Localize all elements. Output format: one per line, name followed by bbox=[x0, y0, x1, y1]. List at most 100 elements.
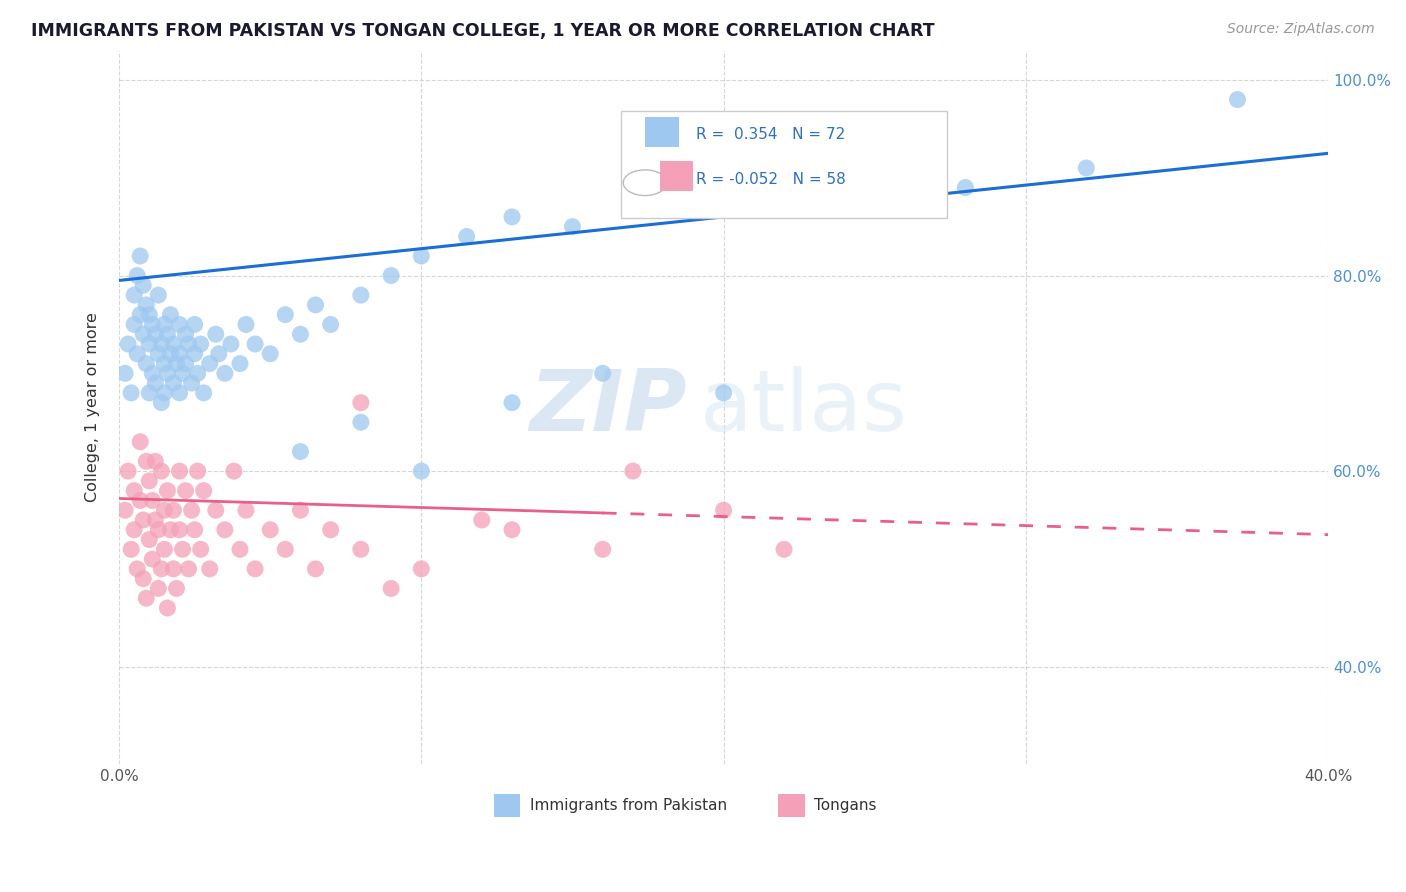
Point bbox=[169, 523, 191, 537]
Point bbox=[190, 337, 212, 351]
Point bbox=[219, 337, 242, 351]
Point bbox=[380, 268, 402, 283]
Point bbox=[501, 523, 523, 537]
Point bbox=[148, 523, 170, 537]
Point bbox=[169, 464, 191, 478]
Point bbox=[214, 523, 236, 537]
Point bbox=[183, 318, 205, 332]
Point bbox=[143, 454, 166, 468]
Point bbox=[132, 327, 155, 342]
Point bbox=[319, 318, 342, 332]
Point bbox=[153, 385, 176, 400]
Point bbox=[138, 533, 160, 547]
Point bbox=[143, 327, 166, 342]
Point bbox=[183, 523, 205, 537]
Point bbox=[132, 513, 155, 527]
Point bbox=[834, 170, 856, 185]
Point bbox=[135, 591, 157, 606]
Point bbox=[501, 395, 523, 409]
Point bbox=[350, 288, 373, 302]
Point bbox=[114, 503, 136, 517]
Point bbox=[166, 357, 188, 371]
Point bbox=[380, 582, 402, 596]
Point bbox=[621, 464, 644, 478]
Text: atlas: atlas bbox=[699, 366, 907, 449]
Point bbox=[187, 367, 209, 381]
Text: R =  0.354   N = 72: R = 0.354 N = 72 bbox=[696, 128, 845, 143]
FancyBboxPatch shape bbox=[645, 117, 679, 147]
Point bbox=[122, 483, 145, 498]
Point bbox=[259, 523, 281, 537]
Point bbox=[290, 327, 312, 342]
Point bbox=[177, 337, 200, 351]
Point bbox=[637, 200, 659, 214]
Point bbox=[172, 542, 194, 557]
Point bbox=[1226, 93, 1249, 107]
Point bbox=[471, 513, 494, 527]
Point bbox=[114, 367, 136, 381]
Point bbox=[501, 210, 523, 224]
Point bbox=[259, 347, 281, 361]
Point bbox=[198, 357, 221, 371]
Point bbox=[162, 337, 184, 351]
Point bbox=[592, 367, 614, 381]
Point bbox=[129, 493, 152, 508]
Point bbox=[138, 385, 160, 400]
Point bbox=[159, 347, 181, 361]
Text: IMMIGRANTS FROM PAKISTAN VS TONGAN COLLEGE, 1 YEAR OR MORE CORRELATION CHART: IMMIGRANTS FROM PAKISTAN VS TONGAN COLLE… bbox=[31, 22, 935, 40]
Point bbox=[153, 542, 176, 557]
Point bbox=[148, 347, 170, 361]
Point bbox=[177, 562, 200, 576]
Point bbox=[143, 376, 166, 390]
Point bbox=[174, 327, 197, 342]
Point bbox=[138, 308, 160, 322]
Circle shape bbox=[623, 169, 666, 195]
Point bbox=[120, 542, 142, 557]
Point bbox=[235, 318, 257, 332]
Point bbox=[193, 385, 215, 400]
Point bbox=[713, 503, 735, 517]
Point bbox=[129, 308, 152, 322]
Point bbox=[350, 415, 373, 429]
Point bbox=[229, 542, 252, 557]
Point bbox=[193, 483, 215, 498]
Point bbox=[148, 582, 170, 596]
Point bbox=[592, 542, 614, 557]
Point bbox=[141, 552, 163, 566]
Point bbox=[135, 298, 157, 312]
Point bbox=[187, 464, 209, 478]
Point bbox=[150, 395, 173, 409]
Point bbox=[713, 385, 735, 400]
Point bbox=[122, 288, 145, 302]
Point bbox=[955, 180, 977, 194]
Point bbox=[138, 337, 160, 351]
Text: ZIP: ZIP bbox=[530, 366, 688, 449]
Point bbox=[713, 190, 735, 204]
Point bbox=[132, 278, 155, 293]
Point bbox=[135, 454, 157, 468]
Point bbox=[141, 318, 163, 332]
Point bbox=[135, 357, 157, 371]
Point bbox=[169, 385, 191, 400]
FancyBboxPatch shape bbox=[494, 794, 520, 816]
Point bbox=[456, 229, 478, 244]
Point bbox=[162, 376, 184, 390]
Point bbox=[156, 601, 179, 615]
Point bbox=[773, 542, 796, 557]
Text: R = -0.052   N = 58: R = -0.052 N = 58 bbox=[696, 171, 845, 186]
Point bbox=[159, 523, 181, 537]
Point bbox=[214, 367, 236, 381]
Point bbox=[162, 503, 184, 517]
Point bbox=[204, 503, 226, 517]
Point bbox=[208, 347, 231, 361]
Point bbox=[132, 572, 155, 586]
Point bbox=[120, 385, 142, 400]
Point bbox=[183, 347, 205, 361]
Point bbox=[190, 542, 212, 557]
Point bbox=[166, 582, 188, 596]
Point bbox=[204, 327, 226, 342]
Point bbox=[150, 337, 173, 351]
Point bbox=[411, 562, 433, 576]
Point bbox=[304, 562, 326, 576]
Point bbox=[229, 357, 252, 371]
